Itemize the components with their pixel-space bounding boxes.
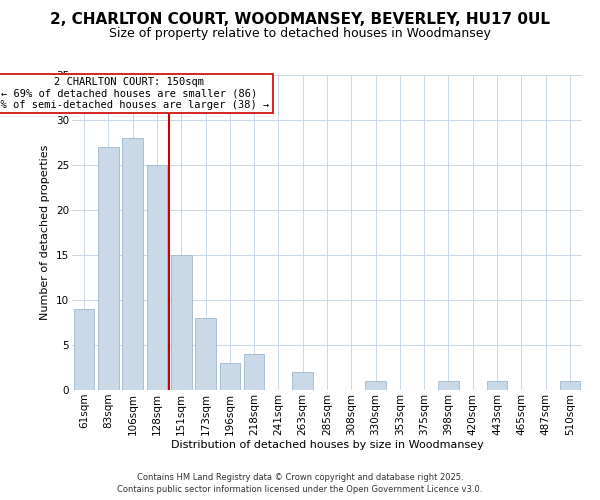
Text: Contains HM Land Registry data © Crown copyright and database right 2025.: Contains HM Land Registry data © Crown c… [137, 472, 463, 482]
Text: Contains public sector information licensed under the Open Government Licence v3: Contains public sector information licen… [118, 485, 482, 494]
Text: 2, CHARLTON COURT, WOODMANSEY, BEVERLEY, HU17 0UL: 2, CHARLTON COURT, WOODMANSEY, BEVERLEY,… [50, 12, 550, 28]
Bar [146, 165, 167, 390]
Bar [220, 363, 240, 390]
Text: Size of property relative to detached houses in Woodmansey: Size of property relative to detached ho… [109, 28, 491, 40]
Bar [487, 381, 508, 390]
Bar [438, 381, 459, 390]
Bar [195, 318, 216, 390]
Bar [74, 309, 94, 390]
Bar [560, 381, 580, 390]
Bar [244, 354, 265, 390]
Bar [365, 381, 386, 390]
Bar [98, 147, 119, 390]
Y-axis label: Number of detached properties: Number of detached properties [40, 145, 50, 320]
X-axis label: Distribution of detached houses by size in Woodmansey: Distribution of detached houses by size … [170, 440, 484, 450]
Bar [171, 255, 191, 390]
Bar [292, 372, 313, 390]
Text: 2 CHARLTON COURT: 150sqm
← 69% of detached houses are smaller (86)
30% of semi-d: 2 CHARLTON COURT: 150sqm ← 69% of detach… [0, 77, 269, 110]
Bar [122, 138, 143, 390]
